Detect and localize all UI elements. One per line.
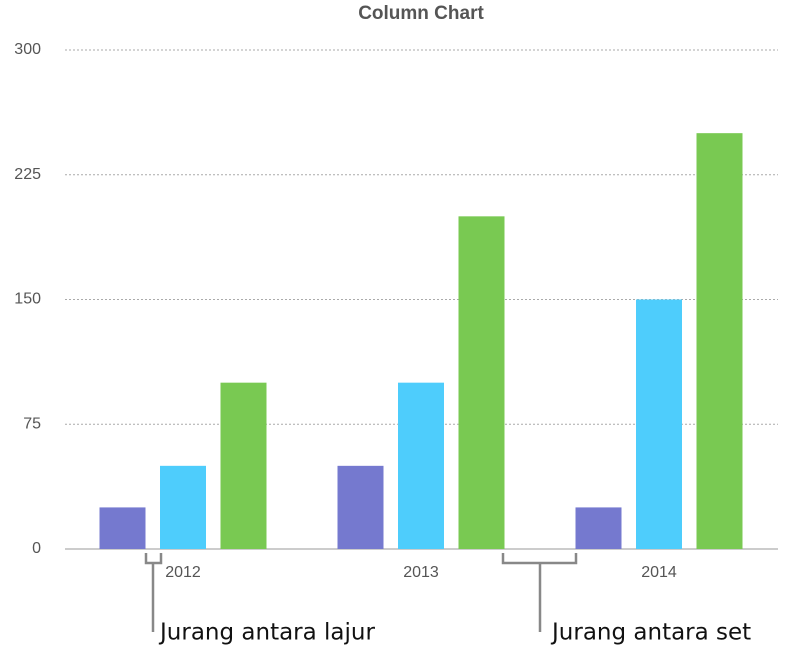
gap-bracket — [144, 553, 163, 632]
chart-title: Column Chart — [358, 3, 484, 24]
bar — [575, 507, 622, 549]
y-tick-label: 150 — [14, 291, 41, 308]
y-tick-label: 225 — [14, 166, 41, 183]
y-tick-label: 0 — [32, 540, 41, 557]
bar — [160, 465, 206, 549]
bar — [99, 507, 146, 549]
x-tick-label: 2013 — [403, 564, 439, 581]
y-tick-label: 75 — [23, 415, 41, 432]
bar — [220, 382, 267, 549]
bar — [458, 216, 505, 550]
bar — [696, 133, 743, 549]
annotation: Jurang antara lajur — [158, 620, 375, 646]
y-tick-label: 300 — [14, 41, 41, 58]
x-tick-label: 2012 — [165, 564, 201, 581]
x-tick-label: 2014 — [641, 564, 677, 581]
gap-bracket — [501, 553, 578, 632]
bar — [398, 382, 444, 549]
annotation: Jurang antara set — [550, 620, 751, 646]
bar — [636, 299, 682, 549]
bar — [337, 465, 384, 549]
